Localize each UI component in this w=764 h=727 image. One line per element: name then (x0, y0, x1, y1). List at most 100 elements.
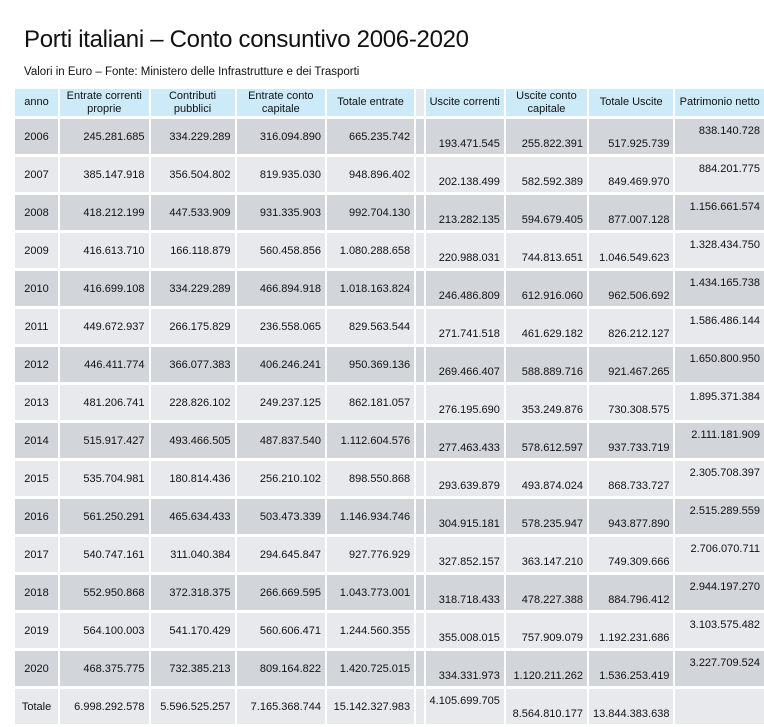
table-cell: 1.328.434.750 (675, 233, 764, 268)
table-cell: 877.007.128 (588, 195, 674, 230)
table-cell: 245.281.685 (60, 119, 149, 154)
table-cell: 2010 (15, 271, 59, 306)
table-cell: 921.467.265 (588, 347, 674, 382)
table-cell: 732.385.213 (150, 651, 235, 686)
table-cell: 1.080.288.658 (327, 233, 415, 268)
table-row: 2009 416.613.710 166.118.879 560.458.856 1.0… (15, 233, 764, 268)
table-cell: 868.733.727 (588, 461, 674, 496)
table-cell: 7.165.368.744 (236, 689, 326, 724)
table-cell: 948.896.402 (327, 157, 415, 192)
table-cell: 2017 (15, 537, 59, 572)
table-cell: 849.469.970 (588, 157, 674, 192)
table-cell: 465.634.433 (150, 499, 235, 534)
table-cell: 228.826.102 (150, 385, 235, 420)
table-cell: 1.192.231.686 (588, 613, 674, 648)
table-cell: 588.889.716 (505, 347, 587, 382)
table-cell: 561.250.291 (60, 499, 149, 534)
table-cell: 2012 (15, 347, 59, 382)
table-cell: 276.195.690 (425, 385, 504, 420)
table-cell: 249.237.125 (236, 385, 326, 420)
table-cell: 838.140.728 (675, 119, 764, 154)
table-cell: 1.244.560.355 (327, 613, 415, 648)
column-header: Entrate correnti proprie (60, 89, 149, 116)
table-cell: 385.147.918 (60, 157, 149, 192)
table-cell: 236.558.065 (236, 309, 326, 344)
table-cell: 363.147.210 (505, 537, 587, 572)
table-cell: 809.164.822 (236, 651, 326, 686)
table-cell: 481.206.741 (60, 385, 149, 420)
table-row: 2015 535.704.981 180.814.436 256.210.102 898… (15, 461, 764, 496)
table-cell: 2009 (15, 233, 59, 268)
table-row: 2013 481.206.741 228.826.102 249.237.125 862… (15, 385, 764, 420)
table-row: 2008 418.212.199 447.533.909 931.335.903 992… (15, 195, 764, 230)
column-header: Totale Uscite (588, 89, 674, 116)
table-cell: 1.650.800.950 (675, 347, 764, 382)
table-cell: 578.612.597 (505, 423, 587, 458)
table-cell: 1.536.253.419 (588, 651, 674, 686)
table-cell: 927.776.929 (327, 537, 415, 572)
table-cell: 2015 (15, 461, 59, 496)
table-cell: 493.874.024 (505, 461, 587, 496)
table-cell: 564.100.003 (60, 613, 149, 648)
table-cell: 2007 (15, 157, 59, 192)
table-cell: 1.046.549.623 (588, 233, 674, 268)
table-cell: 1.043.773.001 (327, 575, 415, 610)
table-cell: 2016 (15, 499, 59, 534)
table-row: 2012 446.411.774 366.077.383 406.246.241 950… (15, 347, 764, 382)
table-row: 2018 552.950.868 372.318.375 266.669.595 1.0… (15, 575, 764, 610)
table-cell: 826.212.127 (588, 309, 674, 344)
table-cell: 304.915.181 (425, 499, 504, 534)
table-cell: 6.998.292.578 (60, 689, 149, 724)
table-row: 2019 564.100.003 541.170.429 560.606.471 1.2… (15, 613, 764, 648)
subtitle: Valori in Euro – Fonte: Ministero delle … (24, 66, 360, 78)
column-spacer (416, 195, 424, 230)
column-header: Entrate conto capitale (236, 89, 326, 116)
table-cell: 294.645.847 (236, 537, 326, 572)
table-cell: 2006 (15, 119, 59, 154)
table-cell: 517.925.739 (588, 119, 674, 154)
column-spacer (416, 689, 424, 724)
column-spacer (416, 499, 424, 534)
column-spacer (416, 309, 424, 344)
column-spacer (416, 613, 424, 648)
column-spacer (416, 423, 424, 458)
table-cell: 560.606.471 (236, 613, 326, 648)
table-row: 2006 245.281.685 334.229.289 316.094.890 665… (15, 119, 764, 154)
table-cell: 2008 (15, 195, 59, 230)
table-cell: 166.118.879 (150, 233, 235, 268)
table-cell: 311.040.384 (150, 537, 235, 572)
column-spacer (416, 157, 424, 192)
table-cell: 819.935.030 (236, 157, 326, 192)
table-cell: 356.504.802 (150, 157, 235, 192)
column-header: Contributi pubblici (150, 89, 235, 116)
table-cell: 1.156.661.574 (675, 195, 764, 230)
consuntivo-table: anno Entrate correnti proprie Contributi p… (13, 86, 764, 727)
table-cell: 418.212.199 (60, 195, 149, 230)
header-row: anno Entrate correnti proprie Contributi p… (15, 89, 764, 116)
table-cell: 468.375.775 (60, 651, 149, 686)
column-spacer (416, 89, 424, 116)
total-row: Totale 6.998.292.578 5.596.525.257 7.165.36… (15, 689, 764, 724)
table-cell: 1.420.725.015 (327, 651, 415, 686)
table-cell: 334.331.973 (425, 651, 504, 686)
table-cell: 202.138.499 (425, 157, 504, 192)
table-cell: 4.105.699.705 (425, 689, 504, 724)
table-cell: 730.308.575 (588, 385, 674, 420)
column-header: Uscite correnti (425, 89, 504, 116)
table-cell: 503.473.339 (236, 499, 326, 534)
column-spacer (416, 461, 424, 496)
table-cell: 515.917.427 (60, 423, 149, 458)
table-cell: 3.227.709.524 (675, 651, 764, 686)
table-cell: 744.813.651 (505, 233, 587, 268)
table-cell: 316.094.890 (236, 119, 326, 154)
table-row: 2014 515.917.427 493.466.505 487.837.540 1.1… (15, 423, 764, 458)
column-header: Patrimonio netto (675, 89, 764, 116)
table-row: 2017 540.747.161 311.040.384 294.645.847 927… (15, 537, 764, 572)
table-cell: 594.679.405 (505, 195, 587, 230)
table-cell: 541.170.429 (150, 613, 235, 648)
table-cell: 327.852.157 (425, 537, 504, 572)
table-cell: 353.249.876 (505, 385, 587, 420)
table-cell: 466.894.918 (236, 271, 326, 306)
table-cell: 246.486.809 (425, 271, 504, 306)
table-cell: 461.629.182 (505, 309, 587, 344)
